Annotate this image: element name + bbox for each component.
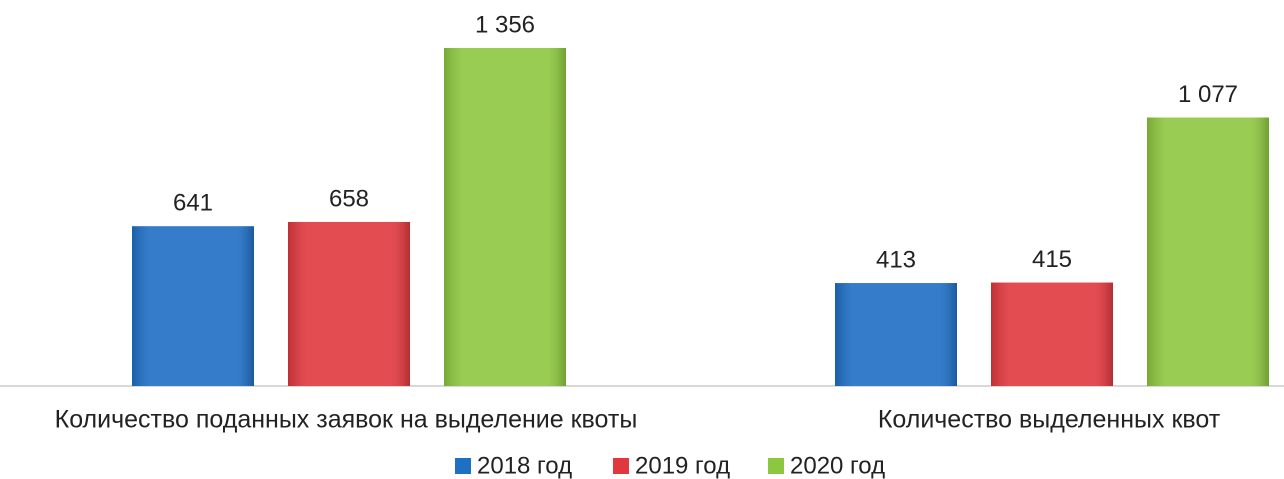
data-label: 415 xyxy=(1032,246,1072,273)
bar xyxy=(1147,117,1269,386)
data-label: 1 356 xyxy=(475,11,535,38)
category-label: Количество поданных заявок на выделение … xyxy=(55,406,638,434)
bar xyxy=(835,283,957,386)
bar xyxy=(444,47,566,387)
legend-swatch xyxy=(768,458,784,474)
data-label: 413 xyxy=(876,246,916,273)
legend-label: 2018 год xyxy=(477,452,572,479)
data-label: 658 xyxy=(329,185,369,212)
bar xyxy=(991,282,1113,386)
data-label: 641 xyxy=(173,190,213,217)
legend-label: 2020 год xyxy=(790,452,885,479)
bar xyxy=(132,226,254,386)
category-label: Количество выделенных квот xyxy=(878,406,1221,434)
data-label: 1 077 xyxy=(1178,81,1238,108)
legend-swatch xyxy=(613,458,629,474)
bar xyxy=(288,221,410,386)
legend-swatch xyxy=(455,458,471,474)
legend-label: 2019 год xyxy=(635,452,730,479)
